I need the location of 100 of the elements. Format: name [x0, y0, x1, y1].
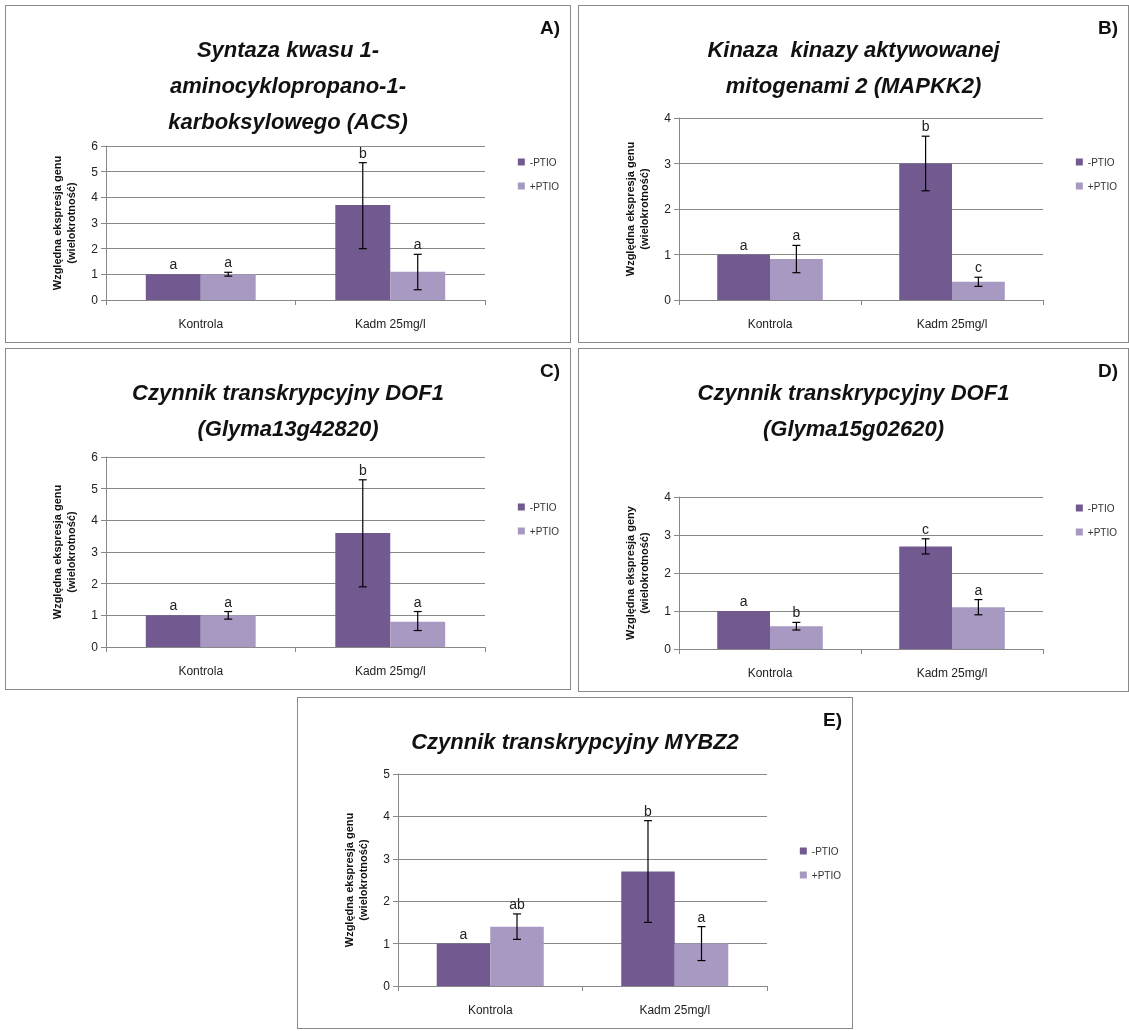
annotation: a: [413, 236, 422, 253]
y-tick-label: 0: [91, 640, 99, 654]
y-tick-label: 5: [91, 481, 99, 496]
bar: [335, 533, 391, 647]
legend-label: +PTIO: [811, 869, 842, 881]
bar: [717, 611, 770, 649]
bar: [335, 205, 391, 300]
y-tick-label: 5: [91, 164, 99, 179]
x-tick-label: Kadm 25mg/l: [916, 317, 988, 331]
legend-label: +PTIO: [529, 525, 560, 537]
annotation: a: [413, 593, 422, 610]
y-axis-title: Względna ekspresja genu (wielokrotność): [51, 155, 77, 291]
bar: [770, 259, 823, 300]
text: E): [823, 709, 842, 730]
x-tick-label: Kadm 25mg/l: [639, 1003, 711, 1017]
y-tick-label: 1: [91, 267, 99, 282]
y-tick-label: 1: [383, 936, 391, 951]
bar: [145, 615, 201, 647]
annotation: a: [739, 236, 748, 253]
y-tick-label: 2: [664, 202, 672, 216]
y-tick-label: 3: [91, 545, 99, 559]
y-tick-label: 3: [91, 216, 99, 230]
y-tick-label: 2: [91, 241, 99, 256]
annotation: a: [224, 254, 233, 271]
bar: [390, 621, 446, 647]
x-tick-label: Kontrola: [747, 317, 793, 331]
bar: [621, 871, 675, 986]
chart-title: Czynnik transkrypcyjny DOF1 (Glyma15g02620): [697, 379, 1010, 441]
bar: [200, 274, 256, 300]
legend-label: -PTIO: [1087, 502, 1115, 514]
chart-title: Syntaza kwasu 1- aminocyklopropano-1- karboksylowego (ACS): [168, 36, 408, 134]
legend-label: -PTIO: [1087, 156, 1115, 168]
legend-label: -PTIO: [529, 501, 557, 513]
x-tick-label: Kontrola: [178, 664, 224, 678]
legend-label: +PTIO: [1087, 526, 1118, 538]
y-tick-label: 3: [664, 156, 672, 171]
text: D): [1097, 360, 1119, 381]
bar: [717, 254, 770, 300]
x-tick-label: Kadm 25mg/l: [916, 666, 988, 680]
bar: [390, 271, 446, 300]
y-tick-label: 1: [664, 604, 672, 618]
legend-label: +PTIO: [529, 180, 560, 192]
x-tick-label: Kontrola: [178, 317, 224, 331]
bar: [145, 274, 201, 300]
annotation: b: [358, 144, 367, 161]
y-tick-label: 4: [91, 190, 99, 205]
y-tick-label: 5: [383, 767, 391, 781]
annotation: b: [358, 461, 367, 478]
x-tick-label: Kontrola: [467, 1003, 513, 1017]
y-tick-label: 6: [91, 450, 99, 464]
annotation: c: [974, 259, 982, 276]
bar: [490, 926, 544, 986]
bar: [899, 163, 952, 300]
bar: [674, 943, 729, 986]
annotation: c: [922, 520, 930, 537]
y-tick-label: 0: [664, 642, 672, 656]
y-tick-label: 6: [91, 139, 99, 153]
x-tick-label: Kadm 25mg/l: [354, 317, 426, 331]
annotation: a: [224, 593, 233, 610]
y-tick-label: 2: [383, 894, 391, 909]
annotation: a: [459, 925, 468, 942]
chart-title: Czynnik transkrypcyjny DOF1 (Glyma13g42820): [132, 379, 444, 441]
annotation: a: [169, 597, 178, 614]
y-tick-label: 3: [664, 528, 672, 542]
annotation: b: [792, 604, 801, 621]
annotation: a: [697, 908, 706, 925]
annotation: a: [974, 581, 983, 598]
legend-label: -PTIO: [529, 156, 557, 168]
bar: [899, 546, 952, 649]
y-tick-label: 4: [664, 490, 672, 504]
y-tick-label: 4: [664, 111, 672, 125]
y-axis-title: Względna ekspresja genu (wielokrotność): [343, 812, 369, 948]
x-tick-label: Kadm 25mg/l: [354, 664, 426, 678]
chart-title: Czynnik transkrypcyjny MYBZ2: [411, 728, 740, 754]
y-tick-label: 0: [383, 979, 391, 993]
bar: [952, 281, 1005, 300]
y-tick-label: 4: [91, 513, 99, 528]
y-tick-label: 4: [383, 809, 391, 824]
legend-label: -PTIO: [811, 845, 839, 857]
annotation: a: [739, 593, 748, 609]
y-axis-title: Względna ekspresja geny (wielokrotność): [624, 505, 650, 640]
bar: [952, 607, 1005, 649]
text: C): [539, 360, 561, 381]
y-tick-label: 2: [664, 566, 672, 580]
y-axis-title: Względna ekspresja genu (wielokrotność): [51, 484, 77, 620]
annotation: b: [921, 118, 930, 135]
x-tick-label: Kontrola: [747, 666, 793, 680]
annotation: a: [792, 227, 801, 244]
legend-label: +PTIO: [1087, 180, 1118, 192]
annotation: a: [169, 256, 178, 273]
text: B): [1097, 17, 1119, 38]
annotation: b: [644, 802, 653, 819]
y-tick-label: 1: [664, 247, 672, 262]
y-tick-label: 0: [664, 293, 672, 307]
bar: [200, 615, 256, 647]
y-tick-label: 3: [383, 851, 391, 866]
text: A): [539, 17, 561, 38]
bar: [436, 943, 491, 986]
y-tick-label: 0: [91, 293, 99, 307]
y-tick-label: 1: [91, 608, 99, 623]
